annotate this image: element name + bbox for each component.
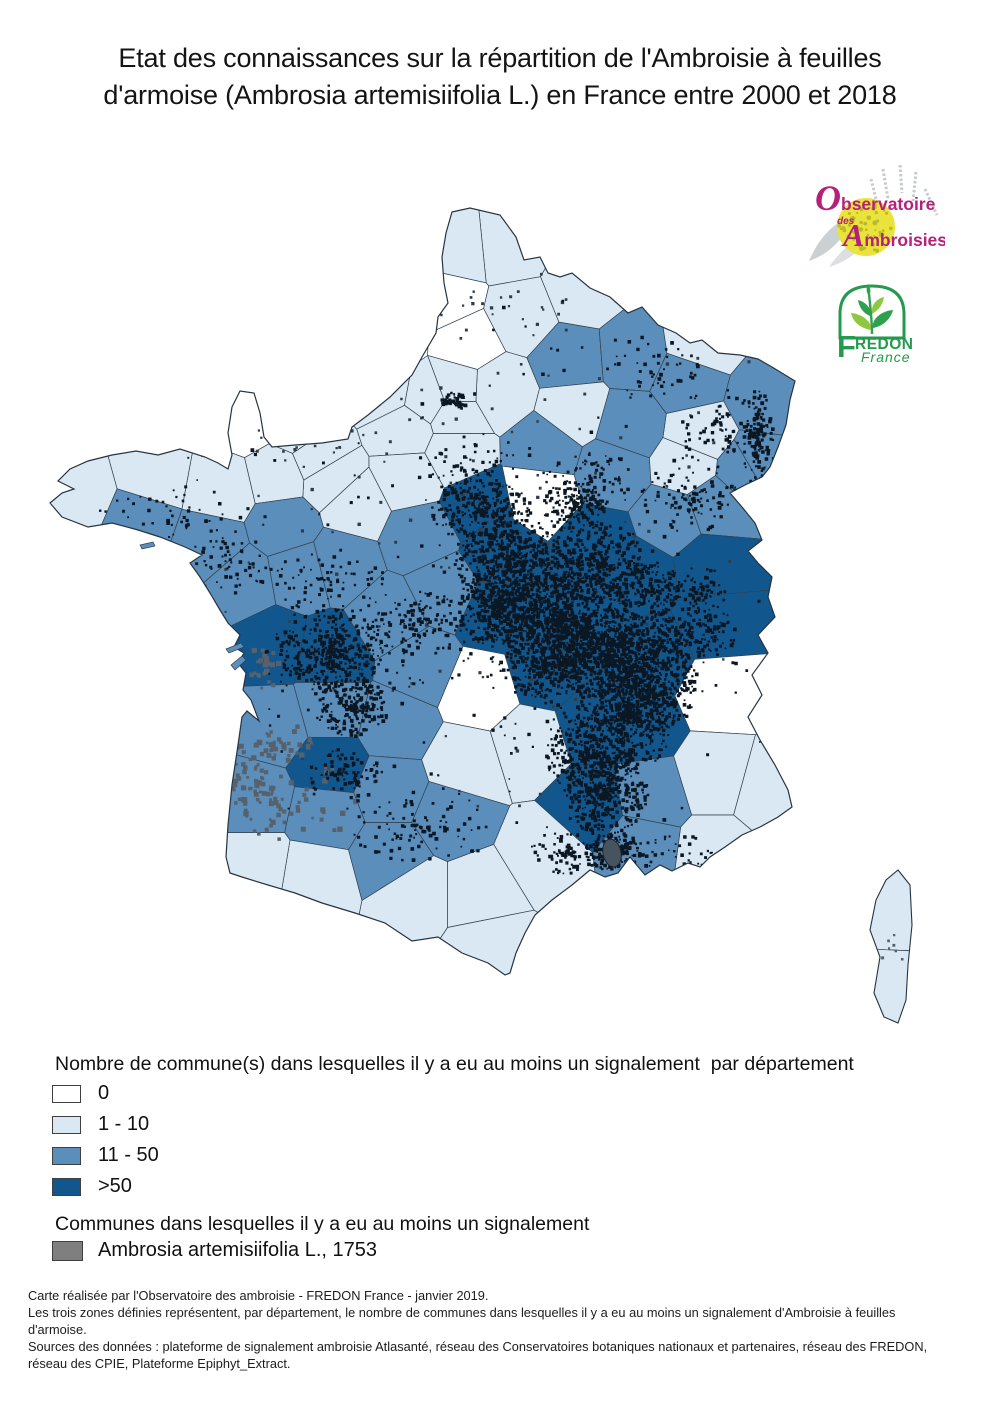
island-shape xyxy=(230,655,247,671)
corsica-commune-dots xyxy=(881,934,904,961)
legend-label-communes: Ambrosia artemisiifolia L., 1753 xyxy=(98,1239,378,1261)
department-cell xyxy=(733,634,795,975)
legend-label-1-10: 1 - 10 xyxy=(98,1113,150,1135)
pollen-ball-icon xyxy=(837,198,895,256)
department-cell xyxy=(50,208,196,510)
legend-communes-title: Communes dans lesquelles il y a eu au mo… xyxy=(55,1213,590,1235)
department-cell xyxy=(870,870,912,953)
island-shape xyxy=(139,541,156,550)
legend-swatch-communes xyxy=(52,1241,83,1261)
legend-label-0: 0 xyxy=(98,1082,110,1104)
department-cell xyxy=(50,832,291,975)
fredon-country: France xyxy=(861,349,911,365)
legend-swatch-0 xyxy=(52,1085,81,1103)
department-cell xyxy=(284,786,366,851)
des-word: des xyxy=(837,216,855,227)
department-cell xyxy=(870,948,912,1023)
department-cell xyxy=(540,208,701,330)
department-cell xyxy=(102,604,308,692)
legend-departments-title: Nombre de commune(s) dans lesquelles il … xyxy=(55,1053,854,1075)
commune-dots-layer xyxy=(99,246,795,879)
obs-word1-initial: O xyxy=(815,178,841,218)
observatoire-word: Observatoire xyxy=(815,178,936,218)
department-cell xyxy=(72,683,309,769)
department-cell xyxy=(653,814,795,975)
observatoire-ambroisies-logo: Observatoire des Ambroisies xyxy=(809,164,945,267)
department-cell xyxy=(50,208,118,691)
footer-credits: Carte réalisée par l'Observatoire des am… xyxy=(28,1287,927,1372)
france-coastline xyxy=(49,207,796,976)
page-title-line1: Etat des connaissances sur la répartitio… xyxy=(118,43,882,73)
legend-swatch-11-50 xyxy=(52,1147,81,1165)
footer-line-4: Sources des données : plateforme de sign… xyxy=(28,1339,928,1354)
legend-swatch-gt50 xyxy=(52,1178,81,1196)
corsica-cells-layer xyxy=(870,870,912,1023)
fredon-rest: REDON xyxy=(855,336,912,353)
legend-swatch-1-10 xyxy=(52,1116,81,1134)
camargue-commune-shape xyxy=(602,838,622,868)
ambroisies-word: Ambroisies xyxy=(841,217,945,253)
fredon-plant-icon xyxy=(851,284,893,335)
page-title: Etat des connaissances sur la répartitio… xyxy=(0,40,1000,114)
page-title-line2: d'armoise (Ambrosia artemisiifolia L.) e… xyxy=(103,80,897,110)
footer-line-3: d'armoise. xyxy=(28,1322,87,1337)
footer-line-5: réseau des CPIE, Plateforme Epiphyt_Extr… xyxy=(28,1356,291,1371)
department-cell xyxy=(50,488,183,731)
coastal-islands xyxy=(139,541,247,671)
footer-line-2: Les trois zones définies représentent, p… xyxy=(28,1305,896,1320)
fredon-france-logo: F REDON France xyxy=(837,284,912,365)
department-cell xyxy=(269,326,346,454)
france-choropleth-map xyxy=(49,207,913,1024)
department-cell xyxy=(50,208,289,459)
corsica-coastline xyxy=(869,869,913,1024)
legend-label-11-50: 11 - 50 xyxy=(98,1144,159,1166)
obs-word3-rest: mbroisies xyxy=(864,230,945,250)
commune-dots-gray xyxy=(228,647,359,841)
footer-line-1: Carte réalisée par l'Observatoire des am… xyxy=(28,1288,489,1303)
department-cell xyxy=(656,208,795,376)
obs-word1-rest: bservatoire xyxy=(841,194,936,214)
fredon-arch-icon xyxy=(838,284,906,340)
department-cell xyxy=(289,208,487,284)
legend-label-gt50: >50 xyxy=(98,1175,132,1197)
island-shape xyxy=(225,642,245,654)
obs-word3-initial: A xyxy=(841,217,864,253)
department-cell xyxy=(476,208,591,287)
fredon-letter: F xyxy=(837,329,856,364)
department-cell xyxy=(209,208,429,367)
